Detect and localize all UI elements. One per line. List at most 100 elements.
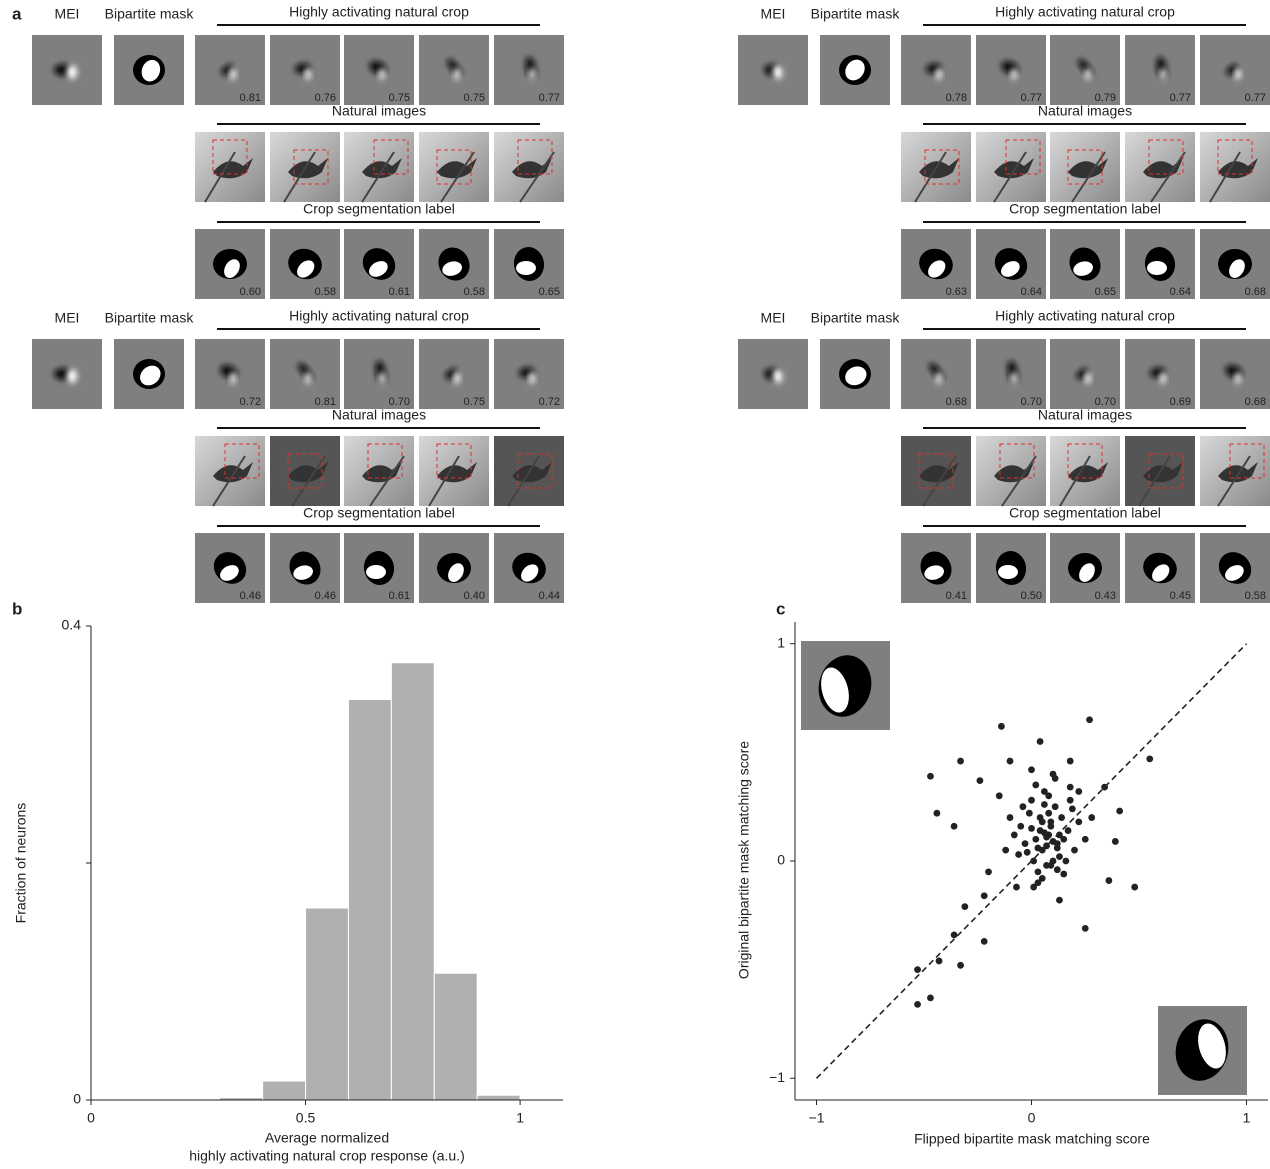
scatter-point bbox=[927, 772, 934, 780]
crop-light bbox=[454, 68, 460, 80]
crop-box bbox=[1005, 139, 1041, 175]
scatter-point bbox=[914, 1001, 921, 1008]
crop-light bbox=[1235, 68, 1241, 80]
crop-box bbox=[924, 149, 960, 185]
scatter-point bbox=[980, 892, 988, 900]
crop-box bbox=[1229, 443, 1265, 479]
branch bbox=[212, 455, 246, 507]
bird bbox=[362, 158, 402, 179]
section-title: Highly activating natural crop bbox=[995, 308, 1175, 324]
seg-white bbox=[224, 259, 240, 278]
score: 0.46 bbox=[315, 590, 336, 602]
scatter-point bbox=[1041, 801, 1048, 808]
y-tick-label: 1 bbox=[777, 634, 785, 650]
score: 0.63 bbox=[946, 286, 967, 298]
crop-box bbox=[287, 453, 323, 489]
scatter-point bbox=[1043, 842, 1050, 850]
histogram-bar bbox=[305, 907, 349, 1101]
branch bbox=[519, 151, 555, 203]
scatter-point bbox=[1131, 883, 1139, 891]
scatter-point bbox=[1053, 866, 1061, 874]
crop-box bbox=[373, 139, 409, 175]
score: 0.68 bbox=[1245, 396, 1266, 408]
score: 0.68 bbox=[946, 396, 967, 408]
score: 0.64 bbox=[1021, 286, 1042, 298]
y-tick-label: 0.4 bbox=[62, 617, 82, 633]
crop-box bbox=[212, 139, 248, 175]
scatter-point bbox=[1071, 846, 1078, 854]
crop-box bbox=[999, 443, 1035, 479]
scatter-point bbox=[1023, 848, 1031, 856]
scatter-point bbox=[1111, 838, 1119, 845]
scatter-point bbox=[1036, 738, 1044, 745]
scatter-point bbox=[1056, 896, 1063, 904]
crop-light bbox=[305, 68, 311, 80]
x-tick-label: 1 bbox=[1243, 1110, 1251, 1126]
scatter-point bbox=[1066, 757, 1074, 765]
score: 0.75 bbox=[389, 92, 410, 104]
scatter-point bbox=[1081, 924, 1089, 932]
image-label: Bipartite mask bbox=[105, 6, 195, 22]
scatter-point bbox=[1038, 818, 1046, 826]
mei-light bbox=[67, 369, 77, 383]
seg-white bbox=[1229, 259, 1245, 278]
bird bbox=[994, 158, 1034, 179]
crop-box bbox=[517, 453, 553, 489]
score: 0.75 bbox=[464, 396, 485, 408]
seg-white bbox=[442, 261, 462, 276]
bird bbox=[1143, 462, 1183, 483]
scatter-point bbox=[935, 957, 943, 965]
crop-light bbox=[1235, 372, 1241, 384]
score: 0.76 bbox=[315, 92, 336, 104]
scatter-point bbox=[1049, 770, 1057, 778]
y-tick-label: 0 bbox=[777, 852, 785, 868]
score: 0.43 bbox=[1095, 590, 1116, 602]
bird bbox=[1143, 158, 1183, 179]
branch bbox=[1071, 151, 1106, 203]
figure-block: MEI Bipartite mask Highly activating natur… bbox=[32, 4, 564, 299]
branch bbox=[440, 151, 475, 203]
crop-box bbox=[918, 453, 954, 489]
score: 0.44 bbox=[539, 590, 560, 602]
scatter-point bbox=[1056, 853, 1063, 861]
inset-white bbox=[1198, 1023, 1226, 1069]
bird bbox=[512, 158, 552, 179]
mei-light bbox=[773, 65, 783, 79]
branch bbox=[922, 455, 957, 507]
scatter-point bbox=[1021, 840, 1029, 848]
crop-dark bbox=[1226, 64, 1239, 76]
scatter-point bbox=[1075, 818, 1083, 826]
bird bbox=[919, 158, 959, 179]
scatter-point bbox=[1047, 822, 1055, 830]
crop-box bbox=[224, 443, 260, 479]
bird bbox=[288, 158, 328, 179]
scatter-point bbox=[1034, 868, 1042, 876]
score: 0.78 bbox=[946, 92, 967, 104]
score: 0.72 bbox=[240, 396, 261, 408]
crop-box bbox=[1067, 443, 1103, 479]
scatter-point bbox=[1075, 788, 1083, 795]
scatter-point bbox=[1036, 827, 1044, 834]
bird bbox=[362, 462, 402, 483]
scatter-point bbox=[1043, 833, 1050, 841]
y-tick-label: 0 bbox=[73, 1091, 81, 1107]
score: 0.58 bbox=[315, 286, 336, 298]
scatter-point bbox=[1030, 883, 1038, 891]
scatter-point bbox=[1047, 861, 1055, 869]
scatter-point bbox=[1088, 814, 1096, 821]
score: 0.75 bbox=[464, 92, 485, 104]
scatter-point bbox=[1034, 844, 1042, 852]
mask-white bbox=[845, 59, 865, 81]
image-label: MEI bbox=[55, 310, 80, 326]
seg-white bbox=[998, 565, 1018, 579]
branch bbox=[1059, 455, 1091, 507]
mask-white bbox=[140, 365, 161, 386]
scatter-point bbox=[950, 931, 958, 939]
bird bbox=[1218, 462, 1258, 483]
score: 0.77 bbox=[1245, 92, 1266, 104]
crop-box bbox=[436, 149, 472, 185]
scatter-point bbox=[1045, 809, 1053, 817]
seg-white bbox=[448, 563, 464, 582]
score: 0.68 bbox=[1245, 286, 1266, 298]
x-tick-label: 0 bbox=[1028, 1110, 1036, 1126]
